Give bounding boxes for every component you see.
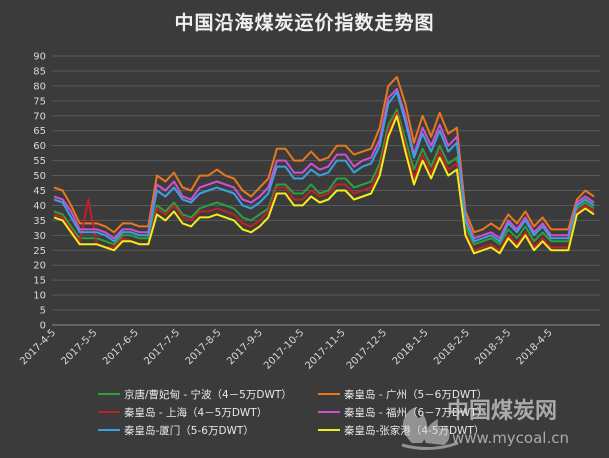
y-tick-label: 70 <box>33 111 46 122</box>
y-tick-label: 85 <box>33 66 46 77</box>
x-tick-label: 2018-1-5 <box>391 327 431 367</box>
y-tick-label: 90 <box>33 52 46 63</box>
x-tick-label: 2017-5-5 <box>60 327 100 367</box>
y-tick-label: 40 <box>33 201 46 212</box>
y-tick-label: 80 <box>33 81 46 92</box>
y-tick-label: 0 <box>40 321 46 332</box>
y-tick-label: 15 <box>33 276 46 287</box>
x-tick-label: 2017-4-5 <box>18 327 58 367</box>
legend-entry: 秦皇岛-厦门（5-6万DWT） <box>124 424 254 437</box>
legend-entry: 京唐/曹妃甸 - 宁波（4－5万DWT） <box>124 388 292 401</box>
x-tick-label: 2017-12-5 <box>345 327 389 371</box>
y-tick-label: 25 <box>33 246 46 257</box>
x-tick-label: 2017-11-5 <box>303 327 347 371</box>
series-line <box>53 75 595 234</box>
x-tick-label: 2017-6-5 <box>101 327 141 367</box>
x-tick-label: 2017-8-5 <box>184 327 224 367</box>
legend-entry: 秦皇岛 - 福州（6－7万DWT） <box>344 406 487 419</box>
y-tick-label: 10 <box>33 291 46 302</box>
legend-entry: 秦皇岛 - 广州（5－6万DWT） <box>344 388 487 401</box>
y-tick-label: 65 <box>33 126 46 137</box>
y-tick-label: 60 <box>33 141 46 152</box>
x-tick-label: 2017-7-5 <box>142 327 182 367</box>
legend: 京唐/曹妃甸 - 宁波（4－5万DWT） 秦皇岛 - 广州（5－6万DWT） 秦皇岛… <box>98 388 487 437</box>
chart-title: 中国沿海煤炭运价指数走势图 <box>174 12 435 34</box>
series-line <box>53 87 595 240</box>
y-tick-label: 20 <box>33 261 46 272</box>
watermark-site-name: 中国煤炭网 <box>447 398 557 424</box>
watermark-url: www.mycoal.cn <box>452 429 569 447</box>
y-tick-label: 5 <box>40 306 46 317</box>
watermark-logo-icon <box>401 407 459 450</box>
y-tick-label: 45 <box>33 186 46 197</box>
series-line <box>53 108 595 246</box>
x-tick-label: 2018-4-5 <box>515 327 555 367</box>
watermark: 中国煤炭网 www.mycoal.cn <box>401 398 569 450</box>
x-tick-label: 2018-2-5 <box>432 327 472 367</box>
x-tick-label: 2017-9-5 <box>225 327 265 367</box>
y-tick-label: 75 <box>33 96 46 107</box>
y-tick-label: 30 <box>33 231 46 242</box>
series-line <box>53 90 595 243</box>
y-tick-label: 35 <box>33 216 46 227</box>
x-tick-label: 2017-10-5 <box>262 327 306 371</box>
series-lines <box>53 75 595 255</box>
x-tick-label: 2018-3-5 <box>473 327 513 367</box>
series-line <box>53 114 595 255</box>
y-tick-label: 55 <box>33 156 46 167</box>
axis: 0 5 10 15 20 25 30 35 40 45 50 55 60 65 70 75 80 85 90 2017… <box>18 52 600 372</box>
legend-entry: 秦皇岛 - 上海（4－5万DWT） <box>124 406 267 419</box>
y-tick-label: 50 <box>33 171 46 182</box>
